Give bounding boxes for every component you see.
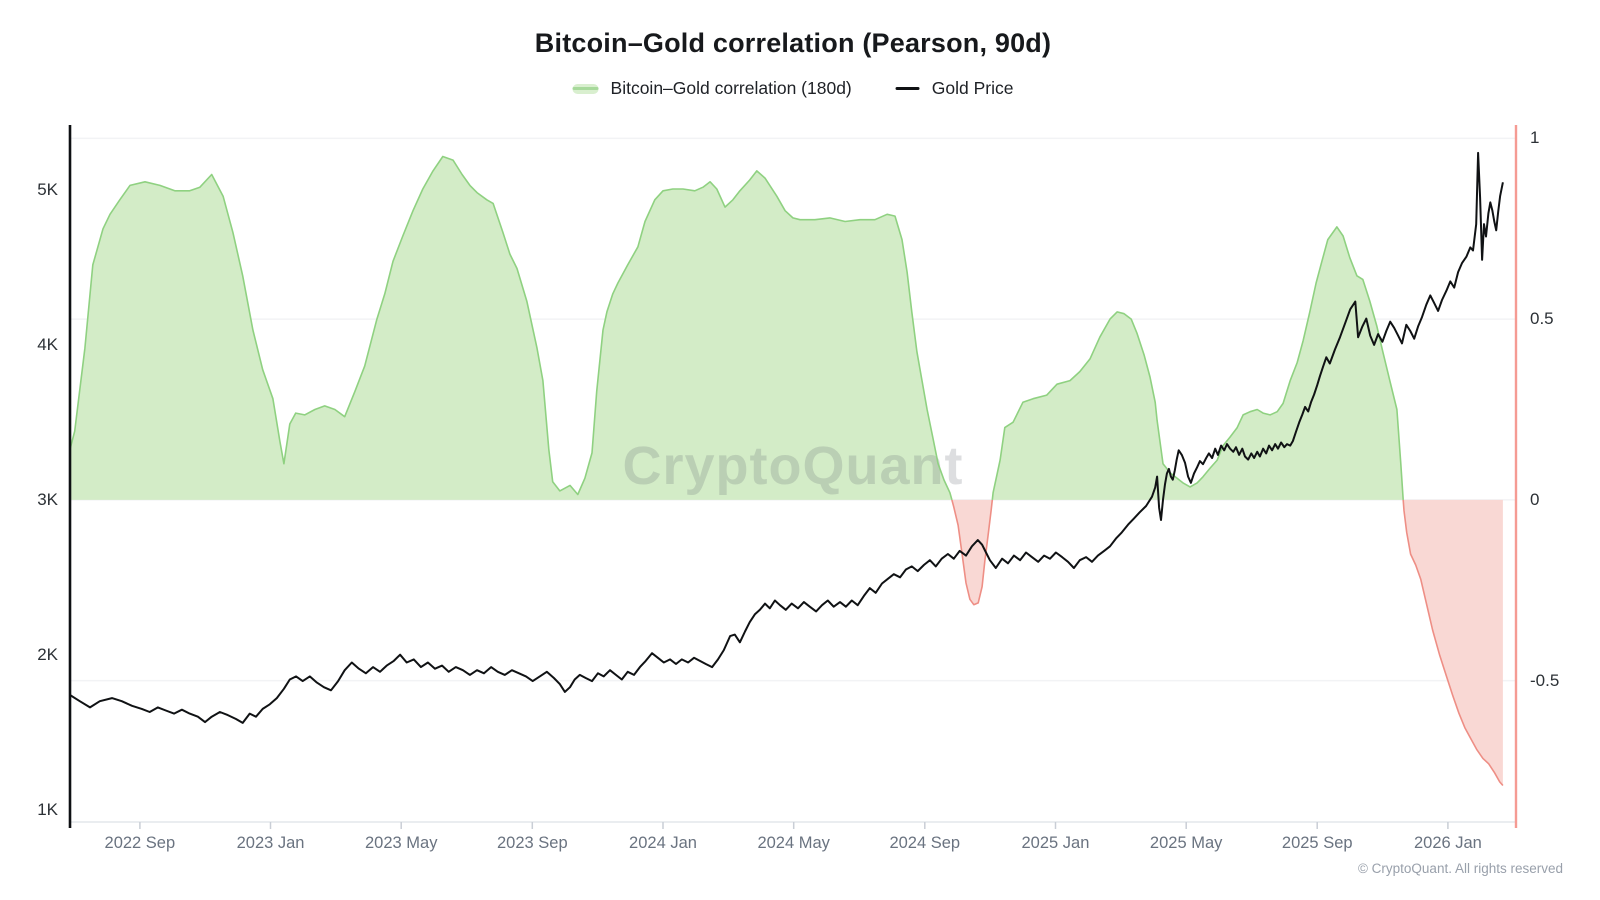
right-axis-tick-label: -0.5 (1530, 670, 1560, 690)
x-axis-tick-label: 2023 May (365, 834, 438, 852)
x-axis-tick-label: 2025 May (1149, 834, 1223, 852)
left-axis-tick-label: 1K (37, 799, 58, 819)
x-axis-tick-label: 2024 May (757, 834, 830, 852)
x-axis-tick-label: 2025 Sep (1281, 834, 1353, 852)
watermark: CryptoQuant (623, 436, 964, 496)
line-swatch-icon (895, 87, 920, 90)
left-axis-tick-label: 3K (37, 489, 58, 509)
x-axis-tick-label: 2022 Sep (104, 834, 176, 852)
correlation-line (69, 155, 1504, 787)
copyright-footer: © CryptoQuant. All rights reserved (1357, 861, 1563, 876)
page-title: Bitcoin–Gold correlation (Pearson, 90d) (534, 28, 1052, 58)
x-axis-tick-label: 2026 Jan (1413, 834, 1482, 852)
gold-price-line (69, 151, 1504, 724)
x-axis-tick-label: 2023 Jan (236, 834, 305, 852)
x-axis-tick-label: 2024 Sep (889, 834, 961, 852)
x-axis-tick-label: 2024 Jan (629, 834, 697, 852)
legend-label: Bitcoin–Gold correlation (180d) (610, 78, 852, 98)
x-axis (69, 821, 1517, 829)
x-axis-tick-label: 2025 Jan (1021, 834, 1090, 852)
right-axis-tick-label: 1 (1530, 128, 1540, 148)
left-axis-tick-label: 5K (37, 180, 58, 200)
left-axis-tick-label: 2K (37, 644, 58, 664)
legend-item-correlation[interactable]: Bitcoin–Gold correlation (180d) (572, 78, 852, 99)
left-axis-tick-label: 4K (37, 334, 58, 354)
legend: Bitcoin–Gold correlation (180d) Gold Pri… (572, 78, 1014, 99)
legend-label: Gold Price (931, 78, 1014, 98)
right-axis-tick-label: 0.5 (1530, 309, 1554, 329)
area-swatch-icon (572, 83, 599, 94)
legend-item-gold[interactable]: Gold Price (895, 78, 1014, 99)
x-axis-tick-label: 2023 Sep (496, 834, 568, 852)
right-axis-tick-label: 0 (1530, 489, 1540, 509)
